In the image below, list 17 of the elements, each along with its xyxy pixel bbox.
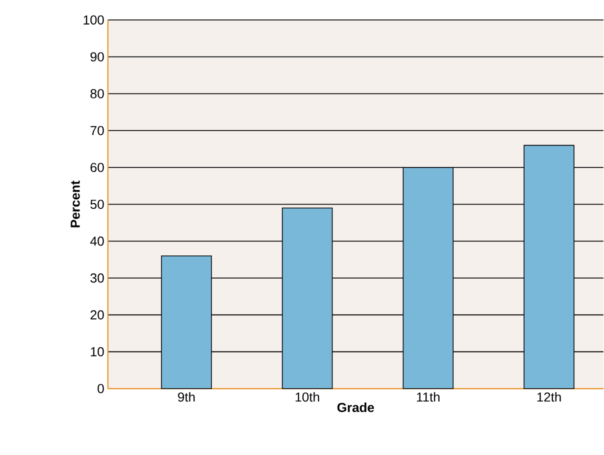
y-tick-label: 80 (90, 89, 104, 99)
x-axis-title: Grade (337, 402, 374, 412)
y-tick-label: 70 (90, 126, 104, 136)
x-tick-label: 10th (296, 392, 320, 402)
y-tick-label: 100 (84, 16, 104, 25)
y-tick-label: 60 (90, 163, 104, 172)
y-tick-label: 30 (90, 274, 104, 283)
y-tick-label: 20 (90, 310, 104, 320)
x-tick-label: 9th (178, 392, 195, 402)
y-tick-label: 0 (98, 384, 104, 394)
y-tick-label: 10 (90, 347, 104, 357)
x-tick-label: 12th (537, 392, 561, 402)
y-axis-title: Percent (70, 180, 80, 228)
y-tick-label: 90 (90, 52, 104, 62)
x-tick-label: 11th (416, 392, 440, 402)
y-tick-label: 50 (90, 200, 104, 210)
y-tick-label: 40 (90, 236, 104, 246)
